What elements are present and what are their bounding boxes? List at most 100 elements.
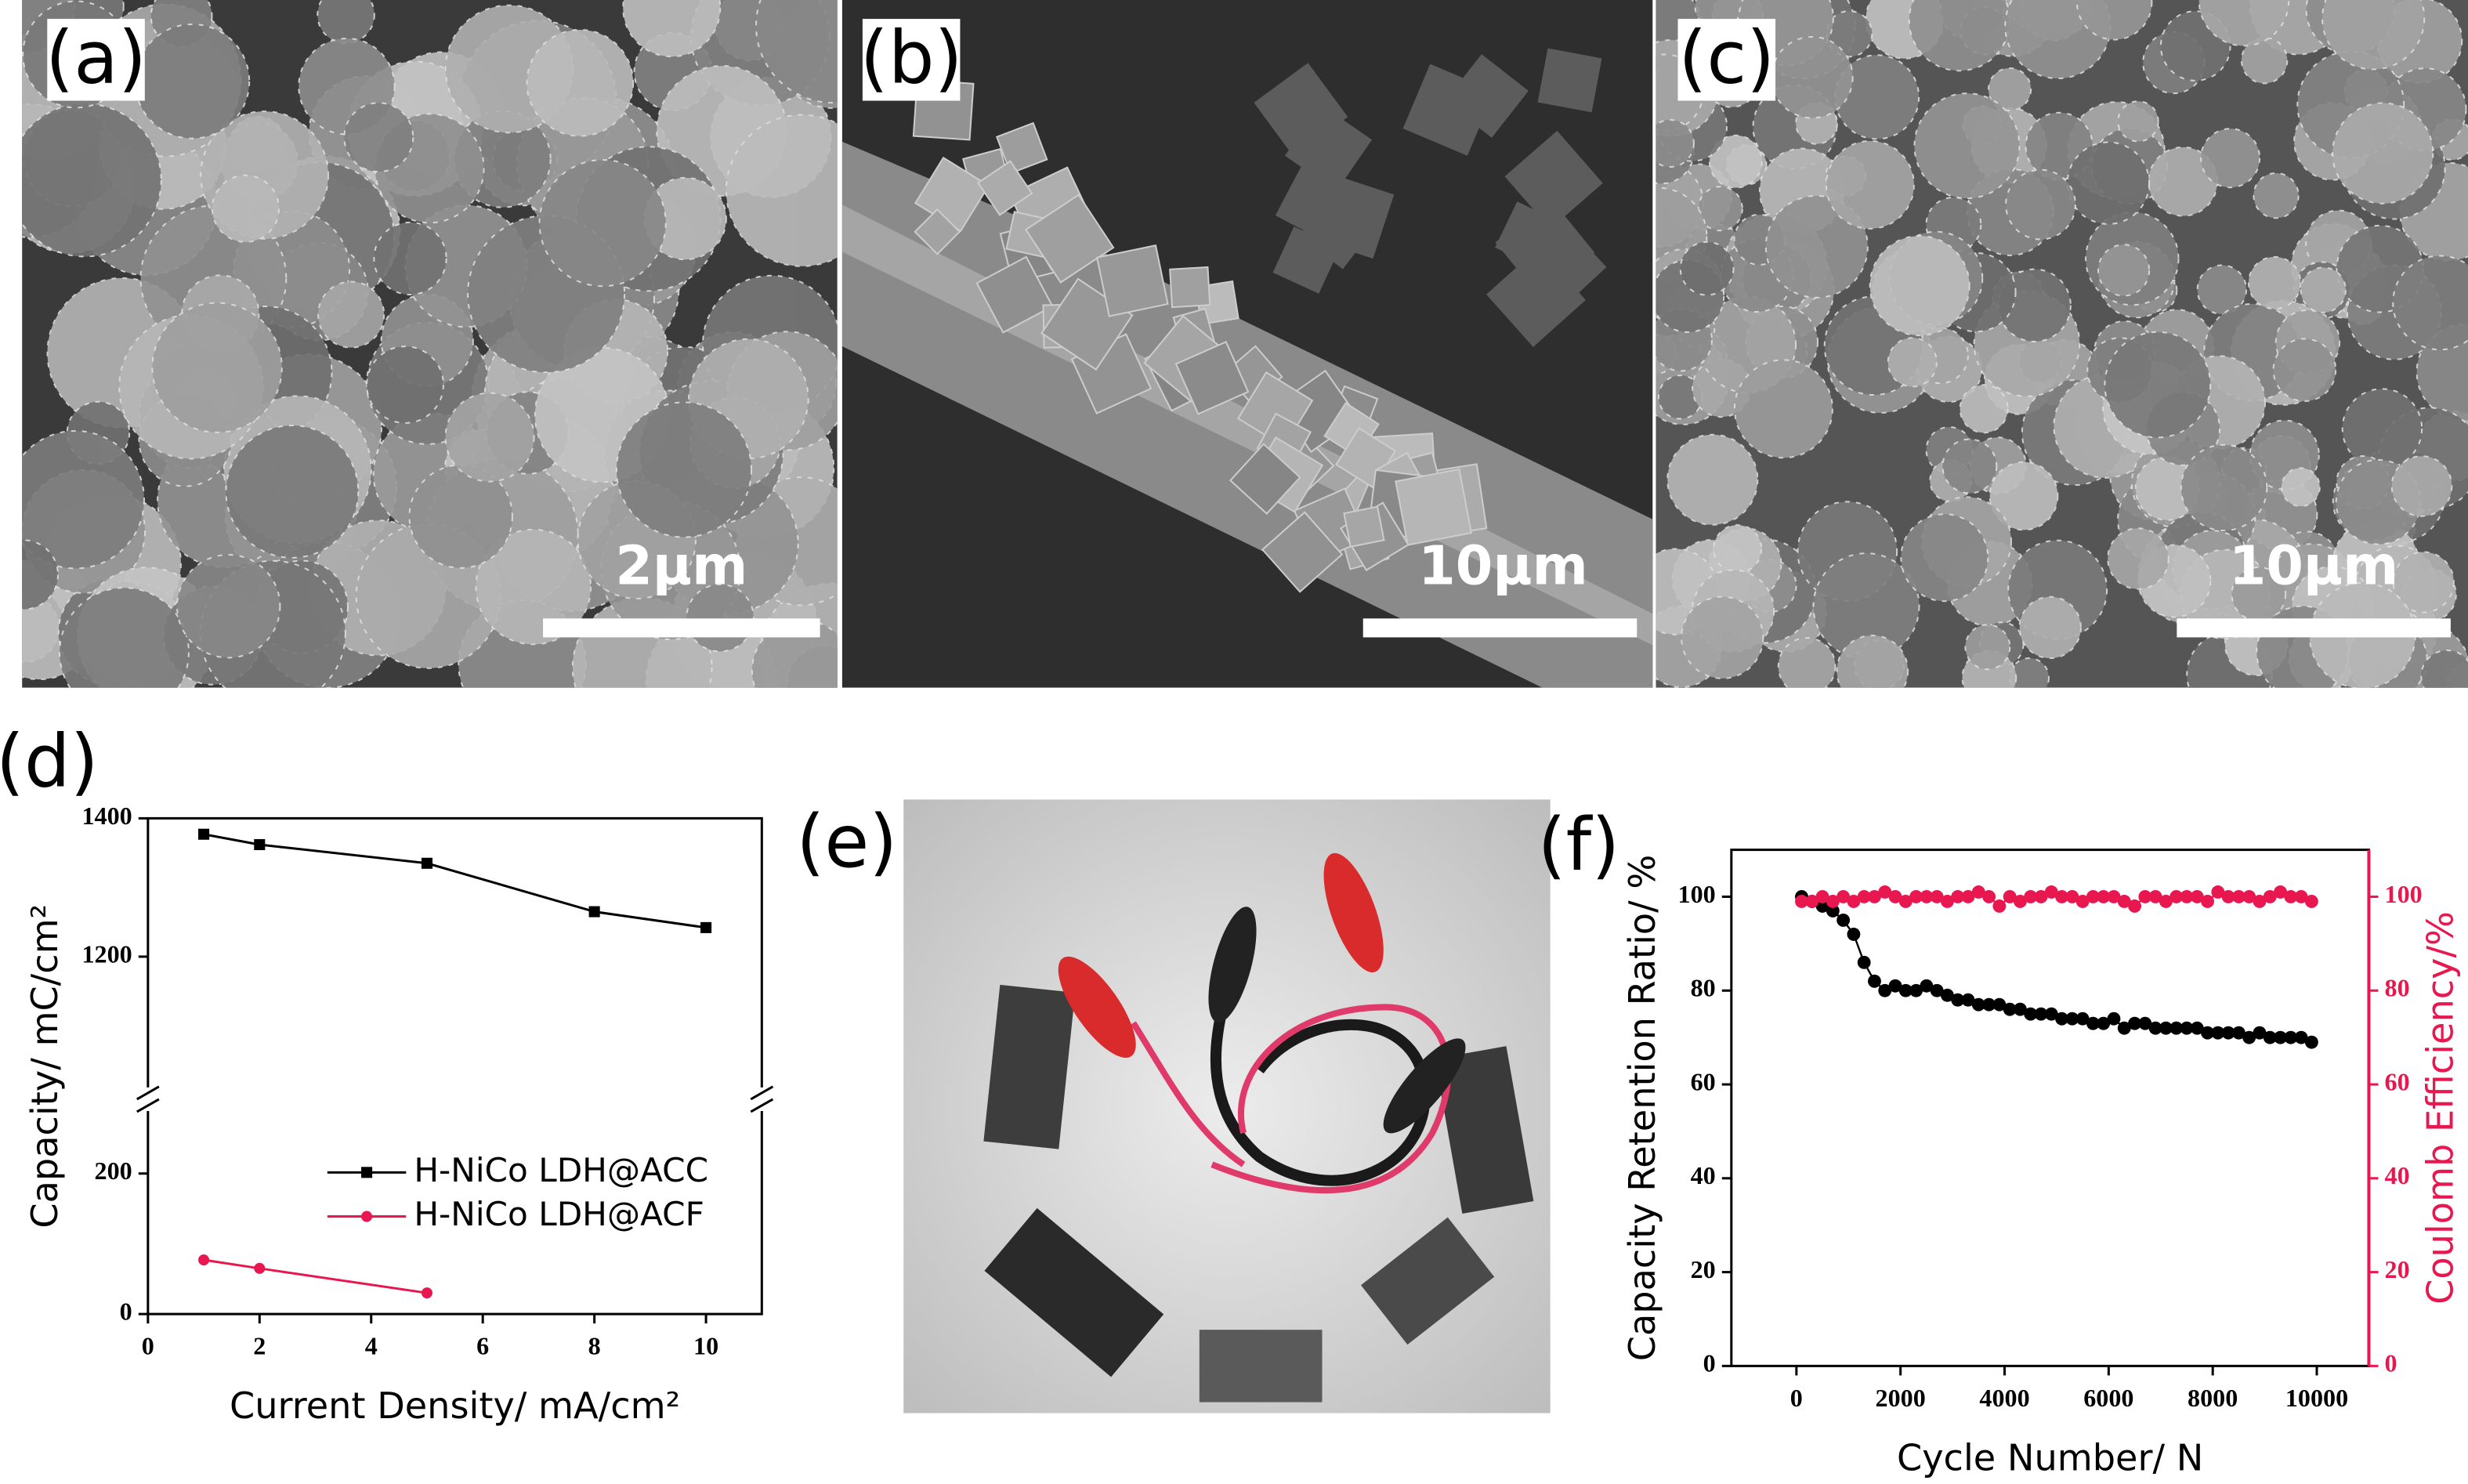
- marker: [2086, 890, 2100, 903]
- texture: [2097, 244, 2151, 297]
- texture: [2420, 649, 2468, 688]
- marker: [2097, 890, 2111, 903]
- texture: [1836, 635, 1909, 688]
- texture: [2321, 0, 2426, 71]
- crystal: [995, 121, 1048, 175]
- texture: [1834, 54, 1920, 140]
- texture: [1913, 92, 2021, 200]
- texture: [2198, 0, 2290, 47]
- y-tick-label: 0: [1703, 1349, 1716, 1377]
- y-tick-label: 1400: [81, 802, 132, 830]
- legend-marker: [361, 1211, 373, 1222]
- marker: [254, 1262, 266, 1274]
- axis-break: [750, 1085, 774, 1101]
- x-tick-label: 10000: [2285, 1384, 2348, 1412]
- y-tick-label: 0: [120, 1297, 132, 1325]
- plot-frame: [147, 816, 763, 1316]
- panel-label: (a): [45, 16, 147, 100]
- texture: [22, 539, 60, 610]
- y2-axis-label: Coulomb Efficiency/%: [2419, 911, 2461, 1305]
- y-tick-label: 100: [1678, 880, 1716, 908]
- marker: [2284, 890, 2298, 903]
- x-axis-label: Current Density/ mA/cm²: [230, 1384, 680, 1427]
- marker: [1847, 895, 1861, 908]
- crystal: [1024, 194, 1115, 284]
- axis-break: [136, 1085, 160, 1101]
- marker: [198, 1254, 210, 1266]
- y-tick-label: 1200: [81, 939, 132, 968]
- marker: [1930, 983, 1944, 997]
- marker: [2159, 895, 2173, 908]
- texture: [1900, 513, 1989, 603]
- crystal: [1504, 130, 1603, 230]
- marker: [2014, 895, 2027, 908]
- texture: [2117, 100, 2159, 143]
- marker: [2221, 890, 2235, 903]
- texture: [1826, 10, 1873, 58]
- legend-label: H-NiCo LDH@ACF: [414, 1195, 704, 1233]
- texture: [1777, 637, 1837, 688]
- label-box: [47, 19, 145, 101]
- marker: [2065, 1012, 2079, 1026]
- texture: [134, 23, 251, 139]
- x-tick-label: 2: [253, 1332, 266, 1360]
- crystal: [1343, 505, 1385, 548]
- marker: [1815, 899, 1829, 913]
- scale-bar: [1362, 618, 1637, 638]
- y-tick-label: 20: [1691, 1255, 1716, 1283]
- marker: [1837, 913, 1851, 927]
- marker: [2274, 1030, 2287, 1044]
- texture: [1771, 35, 1854, 119]
- texture: [1959, 384, 2009, 434]
- marker: [1805, 895, 1819, 908]
- marker: [2003, 890, 2017, 903]
- crystal: [1298, 192, 1377, 270]
- texture: [1869, 235, 1970, 337]
- texture: [1656, 119, 1695, 168]
- marker: [2138, 890, 2152, 903]
- marker: [2169, 890, 2184, 903]
- marker: [2148, 890, 2162, 903]
- texture: [1887, 337, 1938, 388]
- y2-tick-label: 20: [2385, 1255, 2410, 1283]
- crystal: [1539, 232, 1607, 300]
- y-tick-label: 60: [1691, 1067, 1716, 1095]
- marker: [2117, 895, 2131, 908]
- marker: [2221, 1026, 2235, 1040]
- texture: [2247, 255, 2302, 310]
- texture: [2196, 264, 2248, 315]
- marker: [2138, 1016, 2152, 1030]
- marker: [2003, 1002, 2017, 1016]
- x-tick-label: 10: [693, 1332, 718, 1360]
- marker: [2253, 1026, 2267, 1040]
- marker: [2211, 885, 2225, 899]
- marker: [1982, 890, 1996, 903]
- marker: [421, 1287, 432, 1299]
- texture: [2005, 168, 2076, 241]
- marker: [2044, 885, 2058, 899]
- marker: [2190, 890, 2204, 903]
- crystal: [1495, 201, 1564, 270]
- marker: [1868, 974, 1881, 988]
- texture: [2332, 102, 2434, 205]
- scale-bar: [2177, 618, 2451, 638]
- texture: [2104, 331, 2212, 439]
- photo: [903, 799, 1551, 1413]
- texture: [317, 281, 385, 349]
- axis-break: [752, 1087, 772, 1111]
- scale-label: 10μm: [1418, 536, 1587, 598]
- marker: [1920, 890, 1934, 903]
- series-line: [203, 1258, 428, 1294]
- texture: [755, 0, 838, 104]
- marker: [2242, 890, 2256, 903]
- series-line: [203, 833, 707, 929]
- marker: [1961, 890, 1975, 903]
- sem-image: [22, 0, 838, 688]
- crystal: [975, 255, 1054, 334]
- marker: [1815, 890, 1829, 903]
- marker: [198, 828, 210, 840]
- crystal: [1169, 266, 1211, 309]
- scale-label: 10μm: [2229, 536, 2398, 598]
- marker: [1888, 979, 1902, 993]
